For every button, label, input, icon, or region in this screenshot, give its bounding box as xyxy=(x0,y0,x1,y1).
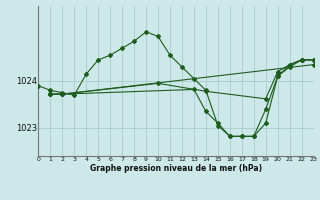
X-axis label: Graphe pression niveau de la mer (hPa): Graphe pression niveau de la mer (hPa) xyxy=(90,164,262,173)
